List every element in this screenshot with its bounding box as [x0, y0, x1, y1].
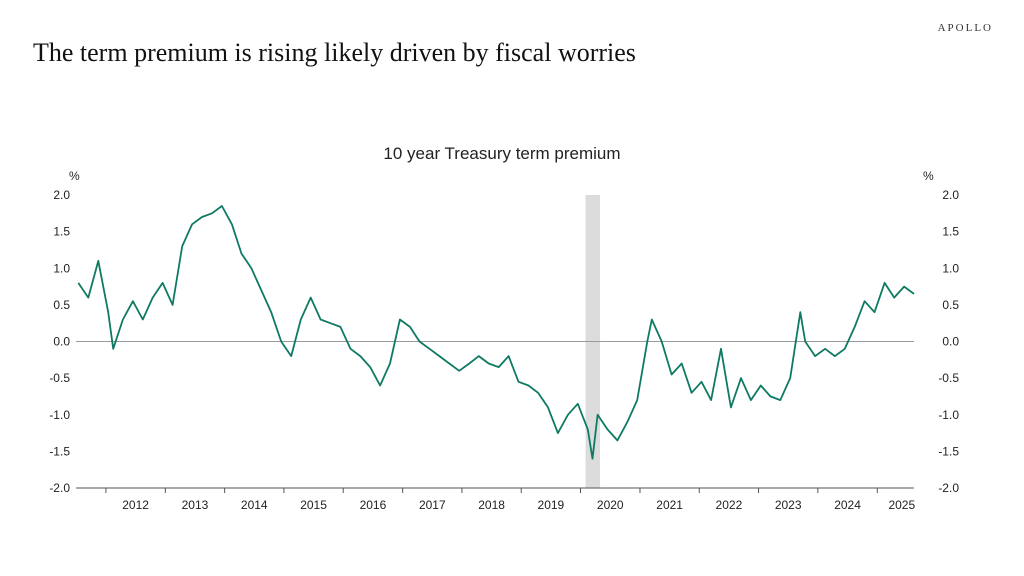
- y-axis-right: 2.0 1.5 1.0 0.5 0.0 -0.5 -1.0 -1.5 -2.0: [938, 188, 959, 495]
- y-tick-label-right: 0.5: [942, 298, 959, 312]
- x-tick-label: 2020: [597, 498, 624, 512]
- y-tick-label-left: -2.0: [49, 481, 70, 495]
- x-axis-ticks: 2012 2013 2014 2015 2016 2017 2018 2019 2020 2021…: [105, 488, 915, 512]
- x-tick-label: 2018: [478, 498, 505, 512]
- series-line: [77, 205, 915, 460]
- x-tick-label: 2023: [775, 498, 802, 512]
- y-tick-label-right: -1.5: [938, 444, 959, 458]
- y-unit-right: %: [923, 169, 934, 183]
- x-tick-label: 2015: [300, 498, 327, 512]
- x-tick-label: 2019: [538, 498, 565, 512]
- x-tick-label: 2021: [656, 498, 683, 512]
- y-tick-label-left: -1.0: [49, 408, 70, 422]
- y-tick-label-right: -1.0: [938, 408, 959, 422]
- x-tick-label: 2017: [419, 498, 446, 512]
- brand-logo: APOLLO: [937, 22, 993, 34]
- y-axis-left: 2.0 1.5 1.0 0.5 0.0 -0.5 -1.0 -1.5 -2.0: [49, 188, 70, 495]
- x-tick-label: 2014: [241, 498, 268, 512]
- x-tick-label: 2022: [716, 498, 743, 512]
- y-tick-label-left: 0.5: [53, 298, 70, 312]
- y-tick-label-left: 1.5: [53, 225, 70, 239]
- x-tick-label: 2016: [360, 498, 387, 512]
- x-tick-label: 2024: [834, 498, 861, 512]
- y-tick-label-right: 0.0: [942, 335, 959, 349]
- y-tick-label-right: 1.5: [942, 225, 959, 239]
- y-tick-label-right: 1.0: [942, 261, 959, 275]
- y-tick-label-left: 2.0: [53, 188, 70, 202]
- y-tick-label-left: 1.0: [53, 261, 70, 275]
- y-tick-label-left: -0.5: [49, 371, 70, 385]
- x-tick-label: 2025: [888, 498, 915, 512]
- x-tick-label: 2013: [182, 498, 209, 512]
- chart-title: 10 year Treasury term premium: [383, 144, 621, 163]
- y-tick-label-left: -1.5: [49, 444, 70, 458]
- y-unit-left: %: [69, 169, 80, 183]
- y-tick-label-left: 0.0: [53, 335, 70, 349]
- y-tick-label-right: 2.0: [942, 188, 959, 202]
- y-tick-label-right: -2.0: [938, 481, 959, 495]
- page-title: The term premium is rising likely driven…: [33, 38, 636, 67]
- y-tick-label-right: -0.5: [938, 371, 959, 385]
- x-tick-label: 2012: [122, 498, 149, 512]
